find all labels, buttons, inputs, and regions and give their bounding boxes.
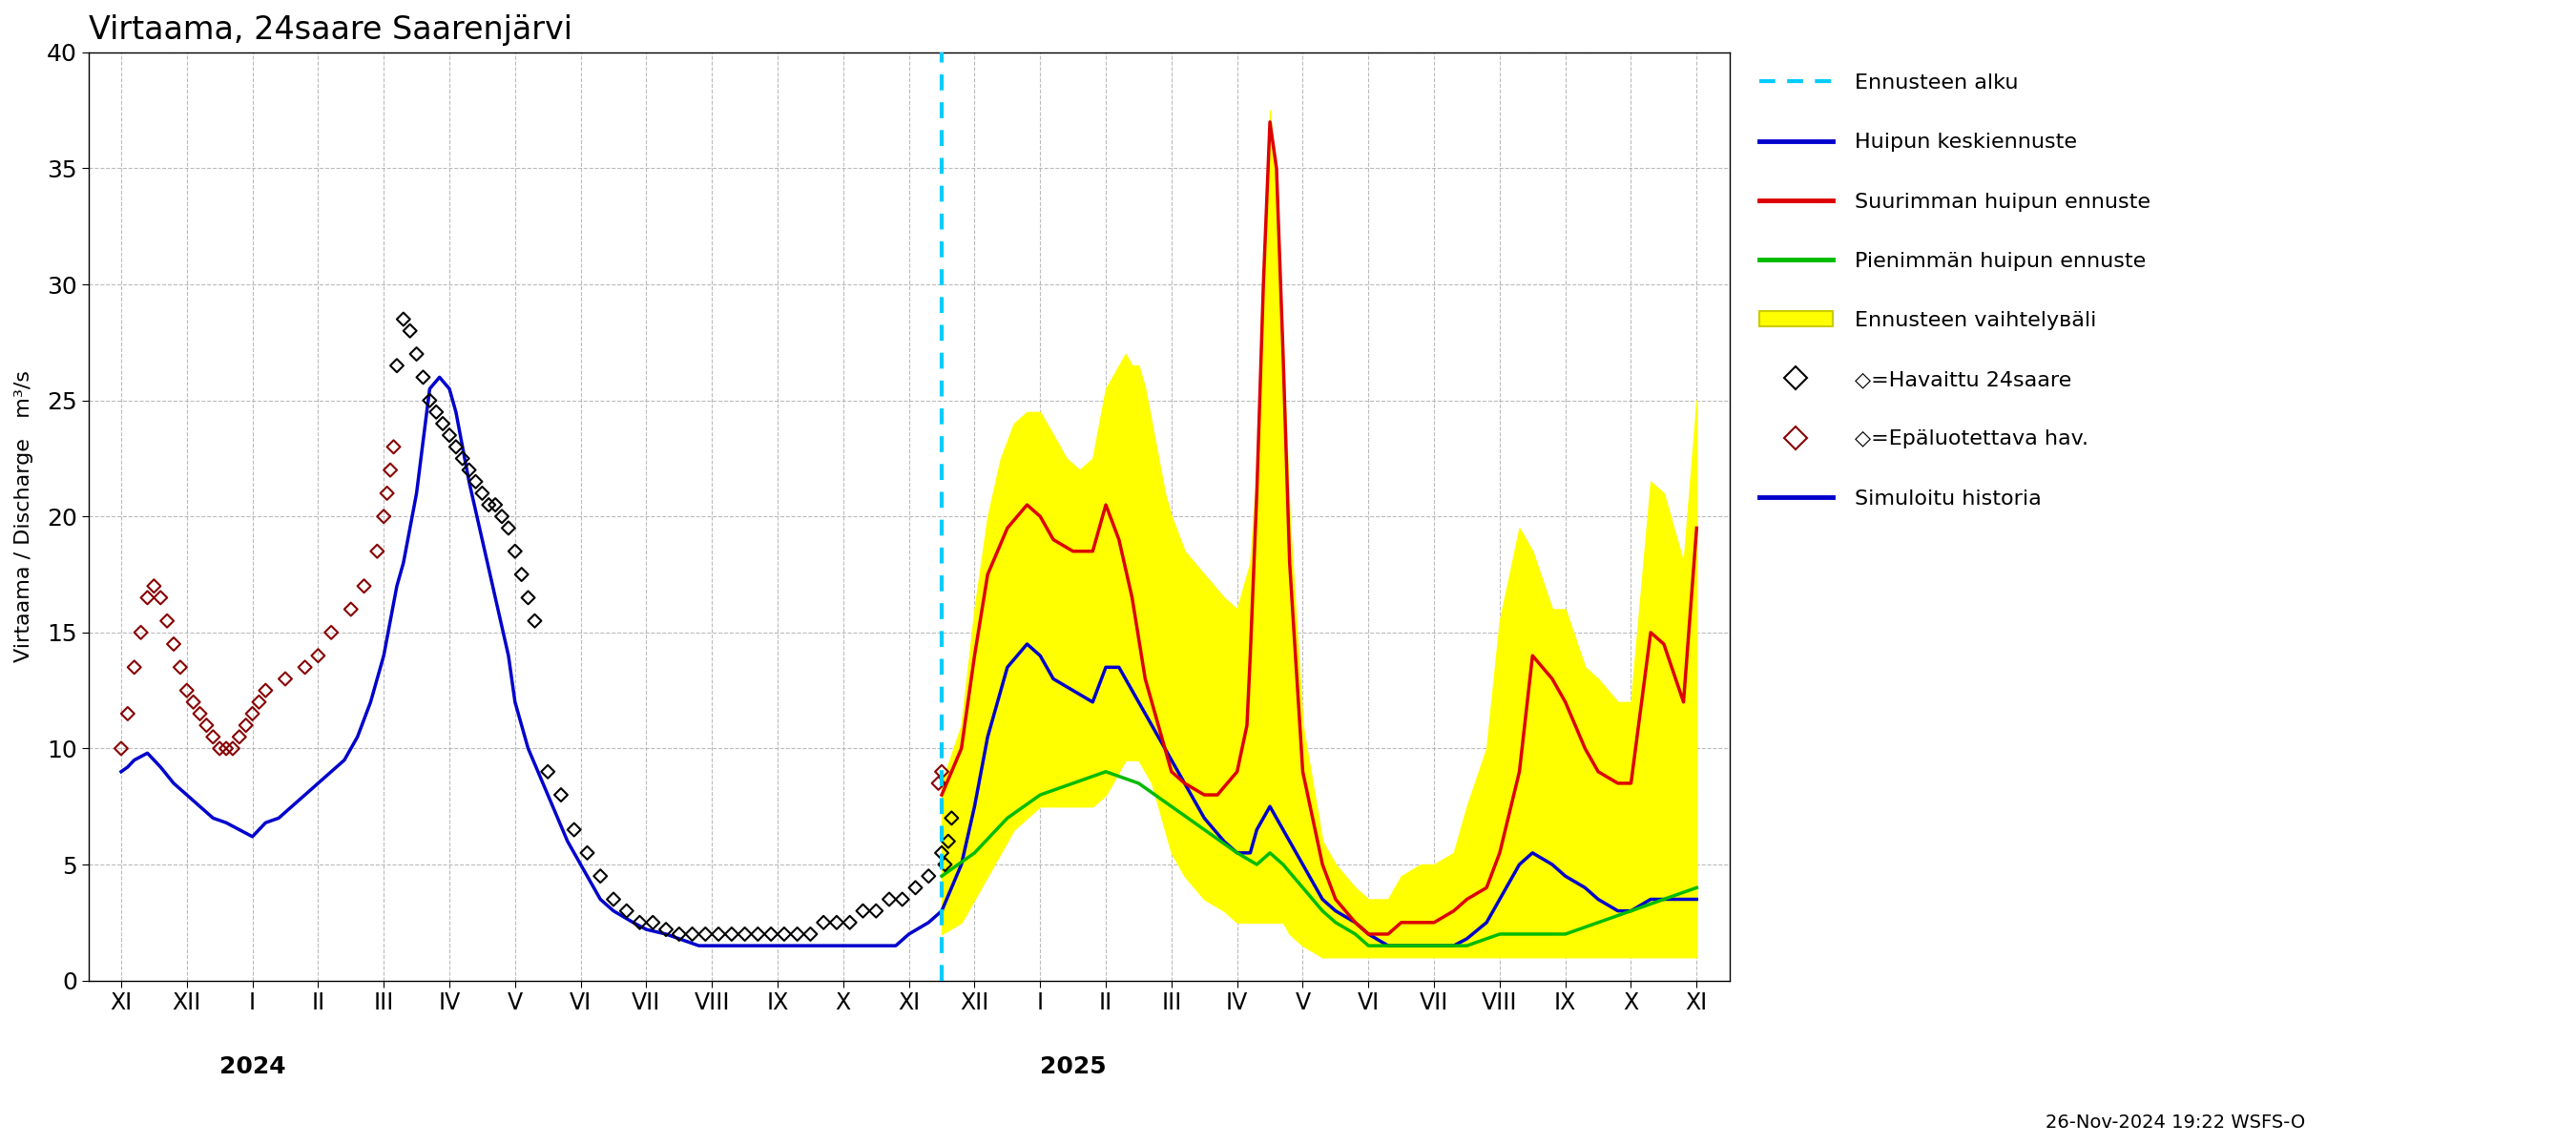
Point: [121, 623, 162, 641]
Point: [737, 925, 778, 943]
Legend: Ennusteen alku, , Huipun keskiennuste, , Suurimman huipun ennuste, , Pienimmän h: Ennusteen alku, , Huipun keskiennuste, ,…: [1749, 63, 2161, 519]
Point: [435, 437, 477, 456]
Point: [211, 740, 252, 758]
Point: [567, 844, 608, 862]
Point: [363, 507, 404, 526]
Point: [147, 611, 188, 630]
Point: [881, 890, 922, 908]
Point: [113, 658, 155, 677]
Point: [152, 634, 193, 653]
Point: [778, 925, 819, 943]
Point: [631, 914, 672, 932]
Point: [554, 821, 595, 839]
Text: 26-Nov-2024 19:22 WSFS-O: 26-Nov-2024 19:22 WSFS-O: [2045, 1113, 2306, 1131]
Point: [456, 473, 497, 491]
Point: [894, 878, 935, 897]
Point: [817, 914, 858, 932]
Point: [528, 763, 569, 781]
Point: [443, 449, 484, 467]
Point: [461, 484, 502, 503]
Point: [647, 921, 688, 939]
Point: [927, 832, 969, 851]
Point: [224, 716, 265, 734]
Point: [580, 867, 621, 885]
Point: [925, 855, 966, 874]
Point: [374, 437, 415, 456]
Y-axis label: Virtaama / Discharge   m³/s: Virtaama / Discharge m³/s: [15, 371, 33, 663]
Point: [410, 392, 451, 410]
Point: [283, 658, 325, 677]
Point: [917, 774, 958, 792]
Point: [389, 322, 430, 340]
Point: [842, 902, 884, 921]
Point: [762, 925, 804, 943]
Point: [108, 704, 149, 722]
Point: [198, 740, 240, 758]
Point: [160, 658, 201, 677]
Point: [711, 925, 752, 943]
Point: [219, 728, 260, 747]
Point: [173, 693, 214, 711]
Point: [930, 808, 971, 827]
Text: 2025: 2025: [1041, 1056, 1105, 1079]
Point: [167, 681, 209, 700]
Point: [685, 925, 726, 943]
Point: [402, 368, 443, 386]
Point: [376, 356, 417, 374]
Point: [384, 310, 425, 329]
Point: [541, 785, 582, 804]
Point: [397, 345, 438, 363]
Point: [750, 925, 791, 943]
Point: [126, 589, 167, 607]
Point: [193, 728, 234, 747]
Point: [618, 914, 659, 932]
Point: [343, 577, 384, 595]
Point: [868, 890, 909, 908]
Text: Virtaama, 24saare Saarenjärvi: Virtaama, 24saare Saarenjärvi: [88, 14, 572, 46]
Point: [724, 925, 765, 943]
Point: [907, 867, 948, 885]
Point: [500, 566, 541, 584]
Point: [804, 914, 845, 932]
Point: [469, 496, 510, 514]
Point: [330, 600, 371, 618]
Point: [507, 589, 549, 607]
Point: [232, 704, 273, 722]
Point: [922, 844, 963, 862]
Point: [422, 414, 464, 433]
Text: 2024: 2024: [219, 1056, 286, 1079]
Point: [855, 902, 896, 921]
Point: [791, 925, 832, 943]
Point: [240, 693, 281, 711]
Point: [139, 589, 180, 607]
Point: [206, 740, 247, 758]
Point: [474, 496, 515, 514]
Point: [366, 484, 407, 503]
Point: [415, 403, 456, 421]
Point: [296, 647, 337, 665]
Point: [355, 542, 397, 560]
Point: [672, 925, 714, 943]
Point: [592, 890, 634, 908]
Point: [134, 577, 175, 595]
Point: [495, 542, 536, 560]
Point: [829, 914, 871, 932]
Point: [185, 716, 227, 734]
Point: [698, 925, 739, 943]
Point: [448, 461, 489, 480]
Point: [515, 611, 556, 630]
Point: [245, 681, 286, 700]
Point: [482, 507, 523, 526]
Point: [371, 461, 412, 480]
Point: [428, 426, 469, 444]
Point: [487, 519, 528, 537]
Point: [922, 763, 963, 781]
Point: [100, 740, 142, 758]
Point: [659, 925, 701, 943]
Point: [312, 623, 353, 641]
Point: [265, 670, 307, 688]
Point: [605, 902, 647, 921]
Point: [180, 704, 222, 722]
